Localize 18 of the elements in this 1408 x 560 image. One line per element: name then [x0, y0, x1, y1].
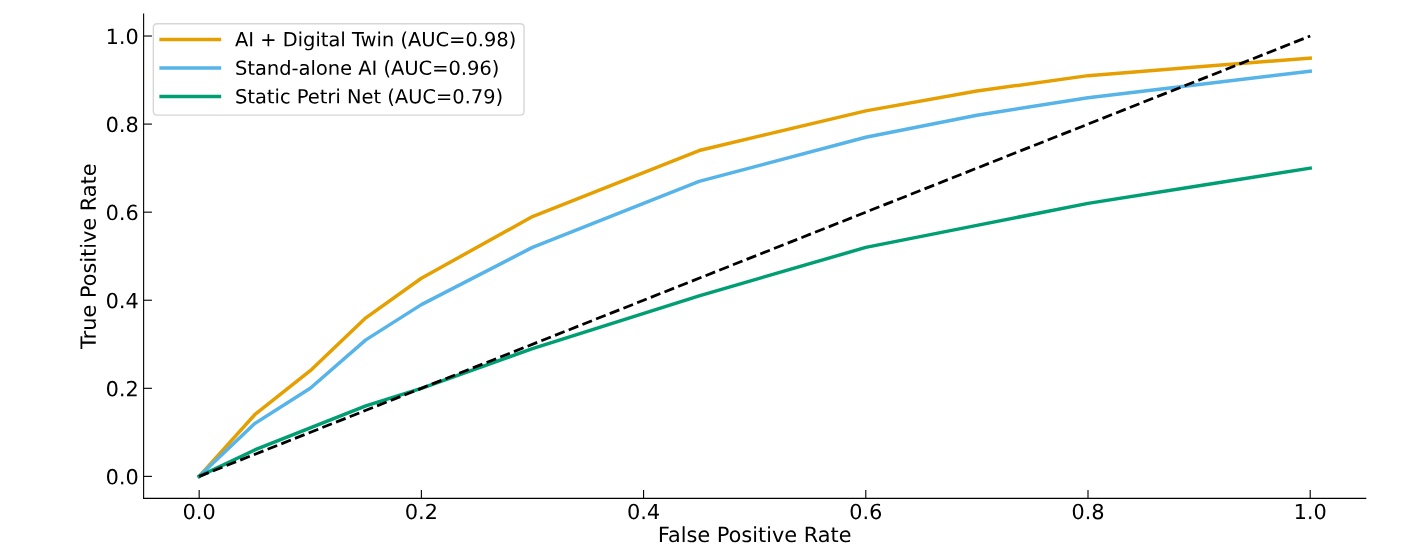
x-tick-label: 0.0 — [183, 503, 215, 520]
legend-label: AI + Digital Twin (AUC=0.98) — [235, 31, 515, 51]
x-axis-title: False Positive Rate — [659, 526, 851, 543]
y-axis-title: True Positive Rate — [79, 164, 97, 350]
y-tick-label: 0.6 — [107, 204, 138, 221]
x-tick-label: 1.0 — [1295, 503, 1326, 520]
x-tick-label: 0.6 — [850, 503, 882, 520]
legend-label: Static Petri Net (AUC=0.79) — [236, 88, 502, 106]
legend-label: Stand-alone AI (AUC=0.96) — [236, 60, 498, 78]
x-tick-label: 0.4 — [628, 503, 659, 520]
x-tick-label: 0.8 — [1072, 503, 1104, 520]
x-tick-label: 0.2 — [406, 503, 436, 520]
y-tick-label: 1.0 — [107, 28, 138, 45]
line-series — [197, 166, 1312, 479]
y-tick-label: 0.2 — [107, 380, 137, 397]
y-tick-label: 0.0 — [107, 468, 138, 485]
y-tick-label: 0.4 — [107, 292, 138, 309]
y-tick-label: 0.8 — [107, 116, 138, 133]
